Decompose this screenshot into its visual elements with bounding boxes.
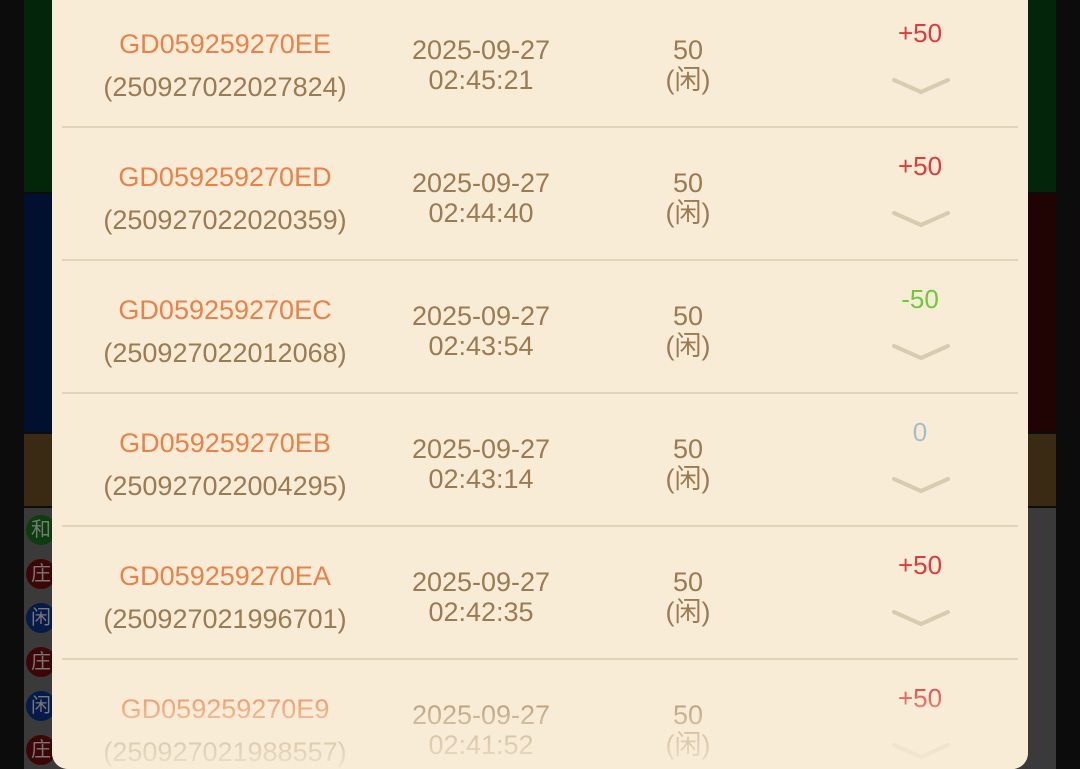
bet-time: 02:43:54 — [428, 331, 534, 361]
result-amount: +50 — [897, 683, 943, 713]
bet-record-row[interactable]: GD059259270EA (250927021996701) 2025-09-27… — [52, 527, 1028, 660]
result-amount: -50 — [901, 284, 939, 314]
bet-time: 02:44:40 — [428, 198, 534, 228]
bet-time: 02:43:14 — [428, 464, 534, 494]
row-divider — [62, 126, 1018, 128]
serial-number: (250927021996701) — [103, 604, 347, 634]
order-id: GD059259270EB — [119, 428, 331, 458]
result-badge: 庄 — [26, 559, 56, 589]
result-badge: 闲 — [26, 603, 56, 633]
bet-date: 2025-09-27 — [411, 35, 551, 65]
bet-record-row[interactable]: GD059259270ED (250927022020359) 2025-09-27… — [52, 128, 1028, 261]
result-badge: 和 — [26, 515, 56, 545]
bet-side: (闲) — [665, 730, 711, 760]
bet-record-row[interactable]: GD059259270EE (250927022027824) 2025-09-27… — [52, 0, 1028, 128]
row-divider — [62, 392, 1018, 394]
row-divider — [62, 259, 1018, 261]
chevron-down-icon[interactable] — [892, 476, 950, 494]
chevron-down-icon[interactable] — [892, 210, 950, 228]
order-id: GD059259270EC — [118, 295, 332, 325]
chevron-down-icon[interactable] — [892, 77, 950, 95]
serial-number: (250927022020359) — [103, 205, 347, 235]
serial-number: (250927021988557) — [103, 737, 347, 767]
chevron-down-icon[interactable] — [892, 742, 950, 760]
result-badge: 庄 — [26, 647, 56, 677]
result-amount: 0 — [912, 417, 928, 447]
row-divider — [62, 525, 1018, 527]
bet-date: 2025-09-27 — [411, 434, 551, 464]
result-amount: +50 — [897, 18, 943, 48]
bet-amount: 50 — [672, 700, 704, 730]
result-amount: +50 — [897, 550, 943, 580]
bet-amount: 50 — [672, 301, 704, 331]
bet-record-row[interactable]: GD059259270EC (250927022012068) 2025-09-27… — [52, 261, 1028, 394]
row-divider — [62, 658, 1018, 660]
bet-record-row[interactable]: GD059259270EB (250927022004295) 2025-09-27… — [52, 394, 1028, 527]
bet-side: (闲) — [665, 65, 711, 95]
bet-amount: 50 — [672, 168, 704, 198]
order-id: GD059259270ED — [118, 162, 332, 192]
result-badge: 庄 — [26, 735, 56, 765]
bet-date: 2025-09-27 — [411, 567, 551, 597]
serial-number: (250927022012068) — [103, 338, 347, 368]
serial-number: (250927022004295) — [103, 471, 347, 501]
bet-amount: 50 — [672, 434, 704, 464]
bet-time: 02:42:35 — [428, 597, 534, 627]
chevron-down-icon[interactable] — [892, 609, 950, 627]
bet-side: (闲) — [665, 198, 711, 228]
bet-time: 02:45:21 — [428, 65, 534, 95]
bet-date: 2025-09-27 — [411, 301, 551, 331]
bet-side: (闲) — [665, 464, 711, 494]
result-badge: 闲 — [26, 691, 56, 721]
bet-side: (闲) — [665, 597, 711, 627]
order-id: GD059259270EA — [119, 561, 331, 591]
bet-side: (闲) — [665, 331, 711, 361]
bet-history-modal: GD059259270EE (250927022027824) 2025-09-27… — [52, 0, 1028, 769]
order-id: GD059259270E9 — [120, 694, 330, 724]
chevron-down-icon[interactable] — [892, 343, 950, 361]
result-amount: +50 — [897, 151, 943, 181]
bet-date: 2025-09-27 — [411, 168, 551, 198]
bet-amount: 50 — [672, 35, 704, 65]
bet-time: 02:41:52 — [428, 730, 534, 760]
order-id: GD059259270EE — [119, 29, 331, 59]
serial-number: (250927022027824) — [103, 72, 347, 102]
bet-amount: 50 — [672, 567, 704, 597]
bet-date: 2025-09-27 — [411, 700, 551, 730]
bet-record-row[interactable]: GD059259270E9 (250927021988557) 2025-09-27… — [52, 660, 1028, 769]
